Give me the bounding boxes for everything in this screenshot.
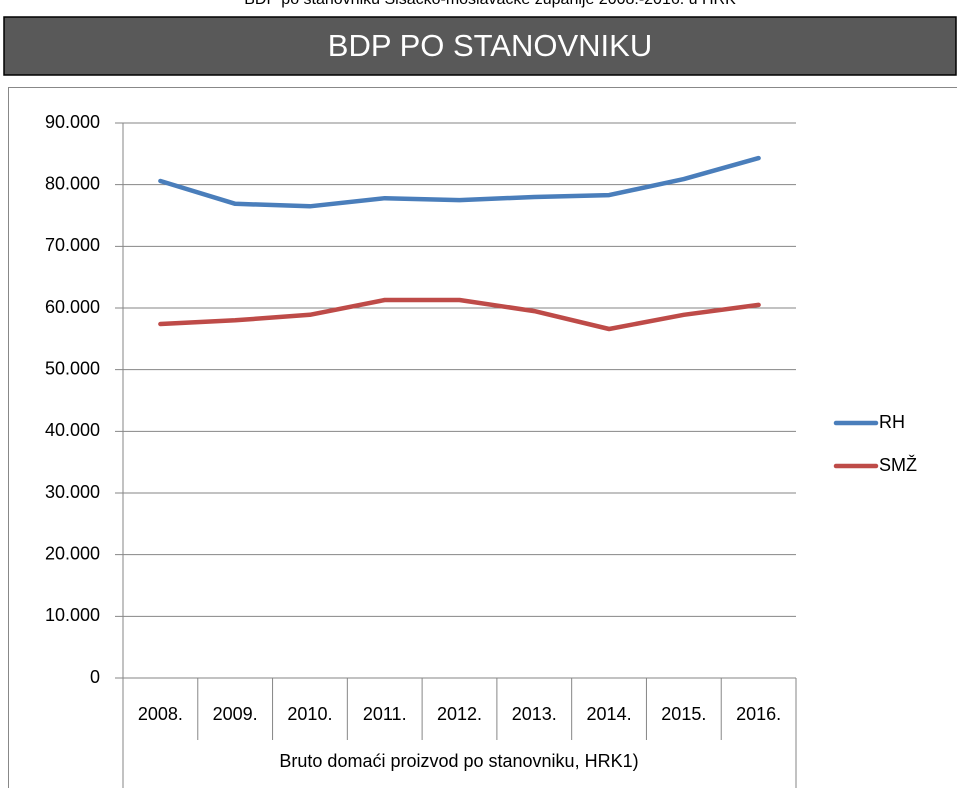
series-line bbox=[158, 155, 761, 209]
caption: BDP po stanovniku Sisačko-moslavačke žup… bbox=[244, 0, 736, 8]
x-tick-label: 2013. bbox=[512, 704, 557, 724]
x-tick-label: 2008. bbox=[138, 704, 183, 724]
x-tick-label: 2014. bbox=[587, 704, 632, 724]
x-tick-label: 2016. bbox=[736, 704, 781, 724]
y-tick-label: 50.000 bbox=[45, 358, 100, 378]
chart-frame bbox=[8, 87, 957, 788]
y-tick-label: 10.000 bbox=[45, 605, 100, 625]
y-tick-label: 80.000 bbox=[45, 173, 100, 193]
title-banner bbox=[3, 16, 957, 76]
x-tick-label: 2015. bbox=[661, 704, 706, 724]
x-tick-label: 2010. bbox=[287, 704, 332, 724]
y-tick-label: 30.000 bbox=[45, 482, 100, 502]
y-tick-label: 0 bbox=[90, 667, 100, 687]
legend-label: RH bbox=[879, 412, 905, 432]
x-tick-label: 2011. bbox=[363, 704, 407, 724]
series-line bbox=[158, 297, 761, 332]
y-tick-label: 40.000 bbox=[45, 420, 100, 440]
chart-title: BDP PO STANOVNIKU bbox=[328, 28, 652, 63]
x-tick-label: 2009. bbox=[213, 704, 258, 724]
x-tick-label: 2012. bbox=[437, 704, 482, 724]
y-tick-label: 70.000 bbox=[45, 235, 100, 255]
legend-label: SMŽ bbox=[879, 455, 917, 475]
y-tick-label: 60.000 bbox=[45, 297, 100, 317]
y-tick-label: 20.000 bbox=[45, 543, 100, 563]
y-tick-label: 90.000 bbox=[45, 112, 100, 132]
x-axis-label: Bruto domaći proizvod po stanovniku, HRK… bbox=[279, 751, 638, 771]
